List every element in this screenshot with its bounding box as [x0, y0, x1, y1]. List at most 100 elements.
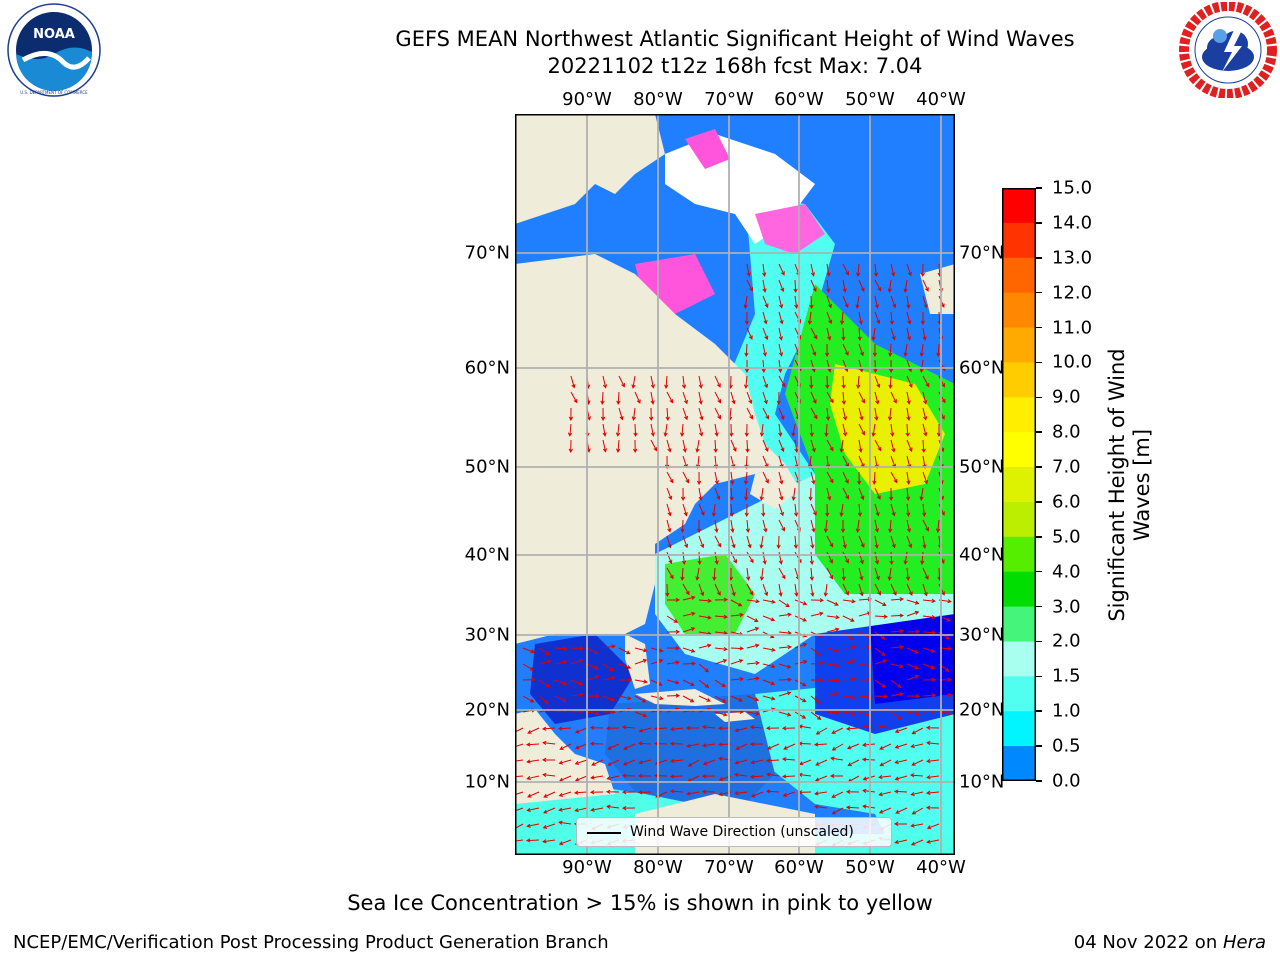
wave-direction-arrow	[862, 788, 876, 793]
wave-direction-arrow	[922, 375, 930, 388]
wave-direction-arrow	[922, 279, 929, 292]
wave-direction-arrow	[826, 647, 840, 653]
wave-direction-arrow	[778, 583, 783, 597]
wave-direction-arrow	[666, 660, 680, 665]
wave-direction-arrow	[778, 691, 792, 697]
wave-direction-arrow	[874, 407, 879, 421]
wave-direction-arrow	[606, 775, 620, 781]
colorbar-tick	[1036, 640, 1042, 643]
wave-direction-arrow	[793, 503, 799, 517]
wave-direction-arrow	[938, 391, 946, 404]
wave-direction-arrow	[522, 695, 535, 703]
wave-direction-arrow	[762, 311, 768, 325]
wave-direction-arrow	[687, 759, 700, 767]
wave-direction-arrow	[698, 375, 703, 389]
lat-label-left: 60°N	[464, 357, 510, 379]
wave-direction-arrow	[826, 311, 833, 325]
wave-direction-arrow	[666, 551, 673, 565]
wave-direction-arrow	[778, 327, 783, 341]
wave-direction-arrow	[701, 789, 716, 794]
wave-direction-arrow	[682, 647, 696, 653]
wave-direction-arrow	[666, 439, 672, 453]
lon-label-bottom: 90°W	[562, 857, 612, 878]
wave-direction-arrow	[926, 775, 940, 780]
wave-direction-arrow	[925, 790, 940, 795]
wave-direction-arrow	[889, 487, 894, 502]
wave-direction-arrow	[607, 743, 620, 750]
wave-direction-arrow	[906, 503, 911, 517]
wave-direction-arrow	[874, 647, 886, 656]
wave-direction-arrow	[631, 407, 636, 421]
wave-direction-arrow	[746, 263, 751, 277]
wave-direction-arrow	[855, 519, 860, 533]
wave-direction-arrow	[810, 407, 818, 420]
wave-direction-arrow	[558, 820, 572, 825]
wave-direction-arrow	[541, 757, 556, 763]
wave-direction-arrow	[567, 423, 573, 437]
wave-direction-arrow	[825, 375, 830, 390]
wave-direction-arrow	[542, 772, 556, 778]
wave-direction-arrow	[911, 807, 924, 815]
colorbar-label: 0.0	[1052, 770, 1081, 792]
wave-direction-arrow	[586, 711, 600, 716]
wave-direction-arrow	[602, 695, 616, 702]
wave-direction-arrow	[874, 391, 880, 405]
wave-direction-arrow	[663, 423, 668, 437]
wave-direction-arrow	[922, 295, 928, 309]
wave-direction-arrow	[682, 583, 690, 596]
wave-direction-arrow	[872, 471, 877, 486]
wave-direction-arrow	[905, 487, 911, 501]
wave-direction-arrow	[734, 791, 748, 796]
land-arctic-islands	[515, 114, 665, 224]
wave-direction-arrow	[890, 439, 896, 453]
wave-direction-arrow	[650, 659, 664, 665]
wave-direction-arrow	[526, 775, 540, 781]
wave-direction-arrow	[778, 711, 792, 717]
wave-direction-arrow	[922, 647, 936, 653]
wave-direction-arrow	[682, 391, 688, 405]
wave-direction-arrow	[701, 773, 716, 779]
graticule	[515, 114, 955, 855]
wave-direction-arrow	[842, 695, 856, 700]
wave-zone-green-gulfstream	[665, 554, 755, 634]
wave-direction-arrow	[541, 726, 556, 731]
wave-direction-arrow	[762, 295, 769, 309]
wave-direction-arrow	[888, 519, 893, 534]
wave-direction-arrow	[826, 599, 839, 606]
wave-direction-arrow	[515, 791, 524, 797]
wind-wave-arrows	[515, 263, 953, 847]
lat-label-right: 30°N	[959, 624, 1005, 646]
wave-direction-arrow	[926, 740, 940, 746]
wave-direction-arrow	[666, 693, 681, 698]
wave-direction-arrow	[653, 773, 668, 778]
lat-label-right: 60°N	[959, 357, 1005, 379]
lon-label-bottom: 40°W	[916, 857, 966, 878]
wave-direction-arrow	[857, 471, 862, 486]
wave-direction-arrow	[781, 774, 796, 779]
wave-zone-yellow-max	[830, 364, 945, 494]
wave-direction-arrow	[730, 439, 737, 452]
wave-direction-arrow	[810, 661, 825, 666]
wave-direction-arrow	[714, 679, 726, 688]
land-north-america	[515, 254, 785, 644]
sea-ice-pink-baffin	[755, 204, 825, 254]
lon-label-top: 90°W	[562, 89, 612, 110]
lat-label-left: 50°N	[464, 456, 510, 478]
wave-direction-arrow	[527, 791, 540, 798]
wave-direction-arrow	[666, 679, 680, 685]
wave-direction-arrow	[669, 741, 684, 746]
wave-direction-arrow	[903, 343, 908, 357]
wave-direction-arrow	[621, 773, 636, 778]
wave-direction-arrow	[666, 487, 673, 501]
wave-direction-arrow	[649, 407, 654, 422]
wave-direction-arrow	[634, 647, 648, 653]
wave-direction-arrow	[762, 375, 769, 389]
wave-direction-arrow	[839, 439, 844, 453]
wave-direction-arrow	[682, 407, 688, 421]
wave-direction-arrow	[794, 679, 807, 687]
wave-direction-arrow	[670, 727, 684, 732]
wave-direction-arrow	[554, 679, 568, 686]
wave-direction-arrow	[586, 663, 599, 670]
wave-direction-arrow	[778, 471, 784, 485]
wave-direction-arrow	[776, 391, 781, 406]
